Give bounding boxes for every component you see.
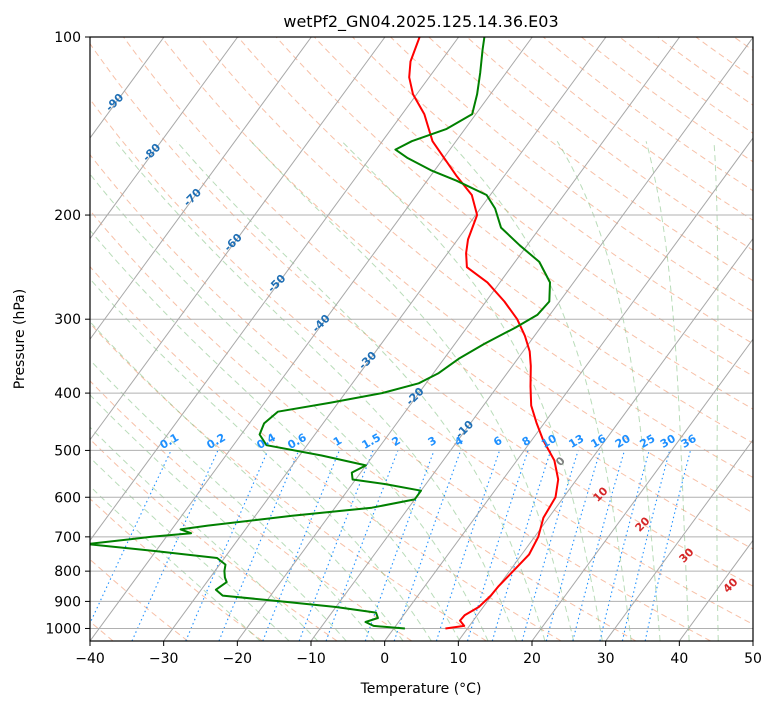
mixing-ratio-line [572,450,626,641]
y-tick-label: 1000 [45,621,81,637]
mixing-ratio-line [185,450,269,641]
y-tick-label: 200 [54,208,81,224]
y-tick-label: 700 [54,530,81,546]
y-axis-label: Pressure (hPa) [12,289,28,389]
y-tick-label: 400 [54,386,81,402]
dry-adiabat [90,498,263,641]
temperature-profile [408,37,560,630]
dry-adiabat [161,37,753,514]
mixing-ratio-line [435,450,501,641]
dry-adiabat [90,322,487,641]
plot-area: -100-90-80-70-60-50-40-30-20-100.10.20.4… [90,37,753,641]
mixing-ratio-line [599,450,650,641]
isobar-grid [90,37,753,629]
x-tick-label: 50 [744,651,762,667]
x-axis-label: Temperature (°C) [360,681,482,697]
isotherm-line [163,37,607,641]
dry-adiabat [90,265,562,641]
dry-adiabat [90,380,413,641]
mixing-ratio-line [621,450,671,641]
axes: −40 −30 −20 −10 0 10 20 30 40 50 100 200 300 400 500 60… [45,30,762,667]
mixing-ratio-line [262,450,340,641]
mixing-ratio-line [521,450,579,641]
y-tick-label: 300 [54,312,81,328]
x-tick-label: 10 [449,651,467,667]
isotherm-line [605,438,753,641]
dry-adiabat [90,98,753,625]
isotherm-line [90,37,386,441]
x-tick-label: 0 [380,651,389,667]
mixing-ratio-line [218,450,300,641]
dry-adiabat [390,37,753,313]
x-tick-label: −10 [296,651,326,667]
x-tick-label: 20 [523,651,541,667]
x-tick-label: −20 [223,651,253,667]
mixing-ratio-line [131,450,219,641]
isotherm-line [531,338,753,641]
x-tick-label: −40 [75,651,105,667]
isotherm-line [384,137,753,641]
dry-adiabat [90,209,637,641]
y-tick-label: 800 [54,564,81,580]
dewpoint-profile [90,37,551,630]
mixing-ratio-line [491,450,552,641]
isotherm-line [310,37,753,641]
x-tick-label: 40 [670,651,688,667]
y-tick-label: 100 [54,30,81,46]
y-tick-label: 900 [54,594,81,610]
sounding-profiles [90,37,560,630]
isotherm-line [457,237,753,641]
dry-adiabat [123,37,753,550]
isotherm-line [90,37,533,641]
mixing-ratio-line [466,450,529,641]
chart-title: wetPf2_GN04.2025.125.14.36.E03 [283,12,558,32]
dry-adiabat [352,37,753,345]
plot-frame [89,36,754,642]
isotherm-line [90,37,239,240]
mixing-ratio-line [644,450,692,641]
x-tick-label: −30 [149,651,179,667]
dry-adiabat [90,42,753,587]
y-tick-label: 500 [54,443,81,459]
dry-adiabat [466,37,753,251]
isotherm-line [236,37,681,641]
x-tick-label: 30 [597,651,615,667]
dry-adiabat [428,37,753,282]
dry-adiabat [237,37,753,444]
y-tick-label: 600 [54,490,81,506]
